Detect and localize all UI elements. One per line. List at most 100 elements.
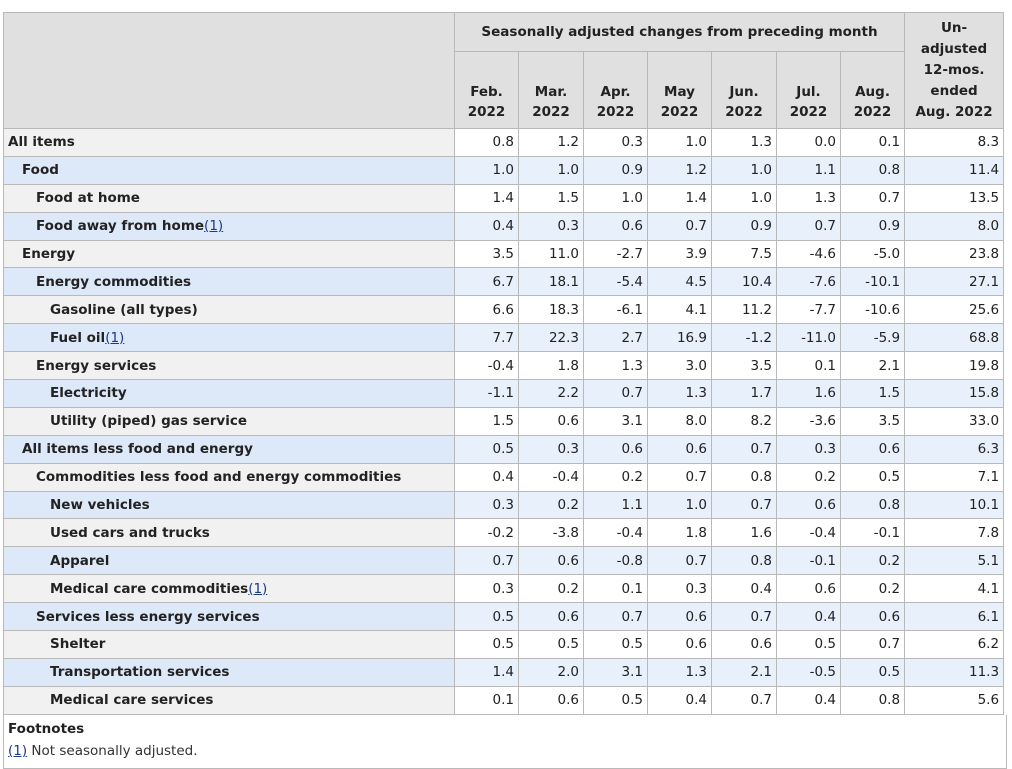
unadjusted-12mo-cell: 4.1 (904, 574, 1005, 604)
monthly-change-cell: 1.1 (776, 155, 841, 185)
month-header-5: Jul. 2022 (776, 51, 841, 129)
monthly-change-cell: 0.4 (454, 211, 519, 241)
monthly-change-cell: -0.4 (454, 351, 519, 381)
unadjusted-12mo-cell: 6.1 (904, 602, 1005, 632)
monthly-change-cell: 0.6 (647, 434, 712, 464)
monthly-change-cell: 0.2 (518, 574, 584, 604)
row-label: Food away from home(1) (3, 211, 455, 241)
monthly-change-cell: 7.7 (454, 323, 519, 353)
row-label: Services less energy services (3, 602, 455, 632)
monthly-change-cell: -7.7 (776, 295, 841, 325)
monthly-change-cell: -10.1 (839, 267, 906, 297)
unadjusted-label-line: ended (930, 83, 978, 99)
monthly-change-cell: 0.6 (711, 630, 777, 659)
monthly-change-cell: 1.2 (518, 128, 584, 157)
monthly-change-cell: 1.5 (839, 379, 906, 408)
monthly-change-cell: 0.6 (839, 602, 906, 632)
monthly-change-cell: 0.1 (454, 685, 519, 715)
row-label-text: Gasoline (all types) (50, 301, 198, 318)
monthly-change-cell: 1.4 (647, 183, 712, 213)
unadjusted-12mo-cell: 10.1 (904, 490, 1005, 520)
monthly-change-cell: 0.8 (839, 685, 906, 715)
monthly-change-cell: 0.6 (518, 546, 584, 576)
monthly-change-cell: -4.6 (776, 239, 841, 269)
footnote-link[interactable]: (1) (248, 580, 268, 597)
row-label: Gasoline (all types) (3, 295, 455, 325)
monthly-change-cell: 3.5 (454, 239, 519, 269)
monthly-change-cell: 0.8 (454, 128, 519, 157)
footnote-link[interactable]: (1) (105, 329, 125, 346)
unadjusted-12mo-cell: 23.8 (904, 239, 1005, 269)
item-column-header (3, 12, 455, 129)
table-row: Energy commodities 6.7 18.1 -5.4 4.5 10.4 -7.6… (3, 267, 1005, 297)
monthly-change-cell: -0.1 (839, 518, 906, 548)
table-row: Electricity -1.1 2.2 0.7 1.3 1.7 1.6 1.5 15.8 (3, 379, 1005, 408)
footnotes-section: Footnotes (1) Not seasonally adjusted. (3, 714, 1007, 769)
monthly-change-cell: 0.6 (776, 490, 841, 520)
monthly-change-cell: 0.5 (839, 462, 906, 492)
monthly-change-cell: 3.5 (711, 351, 777, 381)
monthly-change-cell: 0.1 (583, 574, 648, 604)
unadjusted-12mo-cell: 27.1 (904, 267, 1005, 297)
monthly-change-cell: 3.1 (583, 657, 648, 687)
unadjusted-12mo-cell: 68.8 (904, 323, 1005, 353)
monthly-change-cell: 0.6 (647, 630, 712, 659)
monthly-change-cell: -0.5 (776, 657, 841, 687)
unadjusted-12mo-cell: 19.8 (904, 351, 1005, 381)
month-name: Mar. (534, 84, 568, 100)
row-label: Energy services (3, 351, 455, 381)
monthly-change-cell: 6.6 (454, 295, 519, 325)
monthly-change-cell: 0.4 (454, 462, 519, 492)
month-header-1: Mar. 2022 (518, 51, 584, 129)
monthly-change-cell: 0.7 (711, 685, 777, 715)
monthly-change-cell: 1.1 (583, 490, 648, 520)
monthly-change-cell: 0.6 (647, 602, 712, 632)
monthly-change-cell: 0.6 (839, 434, 906, 464)
monthly-change-cell: 11.0 (518, 239, 584, 269)
table-row: Services less energy services 0.5 0.6 0.7 0.… (3, 602, 1005, 632)
row-label: Shelter (3, 630, 455, 659)
monthly-change-cell: -0.8 (583, 546, 648, 576)
row-label-text: Apparel (50, 552, 110, 569)
monthly-change-cell: 0.7 (839, 183, 906, 213)
table-row: New vehicles 0.3 0.2 1.1 1.0 0.7 0.6 0.8 10.1 (3, 490, 1005, 520)
table-row: All items less food and energy 0.5 0.3 0.6 0… (3, 434, 1005, 464)
monthly-change-cell: 0.5 (454, 630, 519, 659)
footnote-text: Not seasonally adjusted. (27, 742, 198, 759)
monthly-change-cell: 0.5 (583, 685, 648, 715)
month-header-0: Feb. 2022 (454, 51, 519, 129)
month-name: Aug. (855, 84, 890, 100)
monthly-change-cell: 0.2 (518, 490, 584, 520)
row-label-text: Fuel oil (50, 329, 106, 346)
unadjusted-12mo-cell: 13.5 (904, 183, 1005, 213)
monthly-change-cell: 16.9 (647, 323, 712, 353)
monthly-change-cell: -0.4 (518, 462, 584, 492)
monthly-change-cell: 1.3 (647, 379, 712, 408)
row-label-text: New vehicles (50, 497, 150, 514)
monthly-change-cell: 0.3 (583, 128, 648, 157)
row-label-text: Shelter (50, 636, 106, 653)
monthly-change-cell: 0.5 (454, 602, 519, 632)
cpi-changes-table: Seasonally adjusted changes from precedi… (3, 12, 1005, 715)
monthly-change-cell: 0.9 (711, 211, 777, 241)
table-row: Energy 3.5 11.0 -2.7 3.9 7.5 -4.6 -5.0 23.8 (3, 239, 1005, 269)
row-label: Medical care services (3, 685, 455, 715)
monthly-change-cell: 0.8 (711, 462, 777, 492)
monthly-change-cell: -3.8 (518, 518, 584, 548)
monthly-change-cell: 0.6 (583, 434, 648, 464)
row-label-text: Medical care commodities (50, 580, 249, 597)
footnote-link[interactable]: (1) (8, 742, 28, 759)
unadjusted-12mo-cell: 6.2 (904, 630, 1005, 659)
row-label-text: Utility (piped) gas service (50, 413, 248, 430)
monthly-change-cell: 4.1 (647, 295, 712, 325)
row-label: Medical care commodities(1) (3, 574, 455, 604)
monthly-change-cell: 3.1 (583, 406, 648, 436)
monthly-change-cell: 0.3 (454, 490, 519, 520)
monthly-change-cell: 1.3 (583, 351, 648, 381)
row-label: New vehicles (3, 490, 455, 520)
footnote-link[interactable]: (1) (204, 218, 224, 235)
monthly-change-cell: 3.9 (647, 239, 712, 269)
row-label-text: Energy services (36, 357, 157, 374)
row-label-text: Services less energy services (36, 608, 260, 625)
month-name: Jul. (796, 84, 821, 100)
